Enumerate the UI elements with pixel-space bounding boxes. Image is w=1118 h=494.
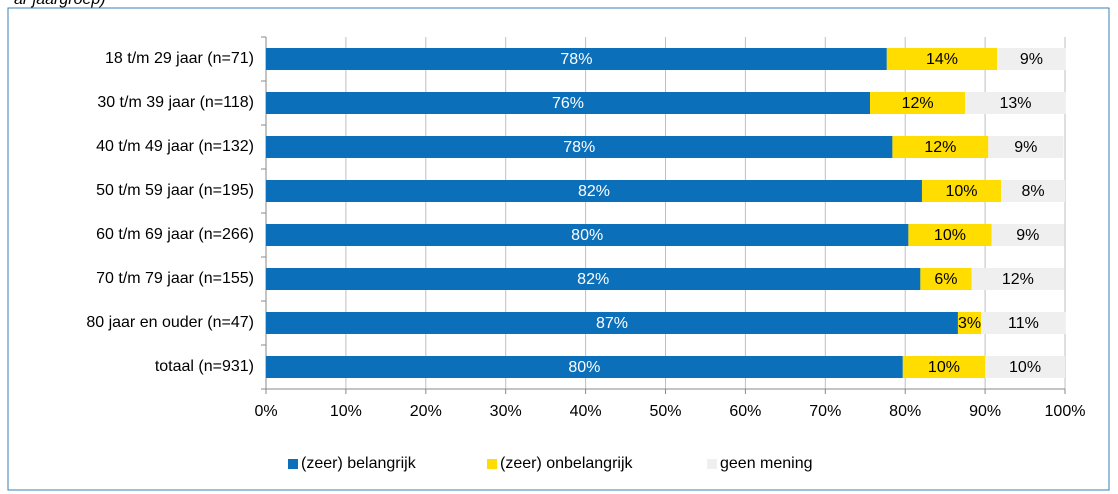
data-label: 10% — [1009, 359, 1041, 376]
data-label: 3% — [958, 315, 981, 332]
y-tick-label: 60 t/m 69 jaar (n=266) — [96, 226, 254, 243]
bar-segment — [266, 48, 887, 70]
data-label: 10% — [946, 183, 978, 200]
x-tick-label: 100% — [1045, 403, 1086, 420]
subtitle: ar jaargroep) — [14, 0, 106, 8]
data-label: 80% — [571, 227, 603, 244]
bar-segment — [266, 356, 903, 378]
bar-segment — [985, 356, 1065, 378]
data-label: 10% — [928, 359, 960, 376]
x-tick-label: 50% — [649, 403, 681, 420]
legend-label: (zeer) onbelangrijk — [500, 455, 634, 472]
bar-segment — [997, 48, 1066, 70]
legend-label: geen mening — [720, 455, 813, 472]
x-tick-label: 90% — [969, 403, 1001, 420]
bar-segment — [902, 356, 986, 378]
bar-segment — [971, 268, 1065, 290]
data-label: 10% — [934, 227, 966, 244]
data-label: 78% — [563, 139, 595, 156]
data-label: 87% — [596, 315, 628, 332]
bar-segment — [991, 224, 1065, 246]
bar-segment — [266, 136, 893, 158]
data-label: 12% — [1002, 271, 1034, 288]
legend-label: (zeer) belangrijk — [301, 455, 417, 472]
data-label: 78% — [560, 51, 592, 68]
y-tick-label: 80 jaar en ouder (n=47) — [86, 314, 254, 331]
data-label: 80% — [568, 359, 600, 376]
x-tick-label: 10% — [330, 403, 362, 420]
y-tick-label: 30 t/m 39 jaar (n=118) — [97, 94, 254, 111]
y-tick-label: 50 t/m 59 jaar (n=195) — [96, 182, 254, 199]
y-tick-label: 18 t/m 29 jaar (n=71) — [105, 50, 254, 67]
legend-swatch — [487, 459, 497, 469]
x-tick-label: 30% — [490, 403, 522, 420]
bar-segment — [266, 268, 921, 290]
bar-segment — [920, 268, 972, 290]
bar-segment — [266, 312, 958, 334]
x-tick-label: 70% — [809, 403, 841, 420]
bar-segment — [266, 92, 871, 114]
data-label: 9% — [1016, 227, 1039, 244]
bar-segment — [921, 180, 1002, 202]
data-label: 82% — [578, 183, 610, 200]
bar-segment — [870, 92, 966, 114]
y-tick-label: 40 t/m 49 jaar (n=132) — [96, 138, 254, 155]
y-tick-label: totaal (n=931) — [155, 358, 254, 375]
bar-segment — [908, 224, 992, 246]
bar-segment — [266, 180, 922, 202]
bar-segment — [886, 48, 998, 70]
x-tick-label: 80% — [889, 403, 921, 420]
data-label: 76% — [552, 95, 584, 112]
x-tick-label: 0% — [254, 403, 277, 420]
x-tick-label: 20% — [410, 403, 442, 420]
data-label: 12% — [902, 95, 934, 112]
data-label: 8% — [1021, 183, 1044, 200]
data-label: 6% — [934, 271, 957, 288]
bar-segment — [965, 92, 1066, 114]
legend-swatch — [288, 459, 298, 469]
bar-segment — [981, 312, 1066, 334]
data-label: 9% — [1014, 139, 1037, 156]
data-label: 82% — [577, 271, 609, 288]
x-tick-label: 60% — [729, 403, 761, 420]
data-label: 13% — [999, 95, 1031, 112]
bar-segment — [988, 136, 1064, 158]
bar-segment — [266, 224, 909, 246]
data-label: 12% — [924, 139, 956, 156]
x-tick-label: 40% — [570, 403, 602, 420]
bar-segment — [1001, 180, 1065, 202]
data-label: 14% — [926, 51, 958, 68]
frame — [7, 7, 1110, 491]
legend-swatch — [707, 459, 717, 469]
data-label: 11% — [1008, 315, 1039, 332]
bar-segment — [892, 136, 989, 158]
y-tick-label: 70 t/m 79 jaar (n=155) — [96, 270, 254, 287]
bar-segment — [957, 312, 982, 334]
data-label: 9% — [1020, 51, 1043, 68]
